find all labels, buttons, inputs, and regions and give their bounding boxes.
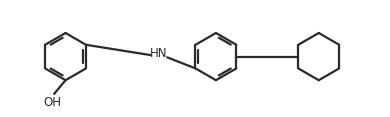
- Text: HN: HN: [150, 47, 168, 60]
- Text: OH: OH: [44, 96, 62, 109]
